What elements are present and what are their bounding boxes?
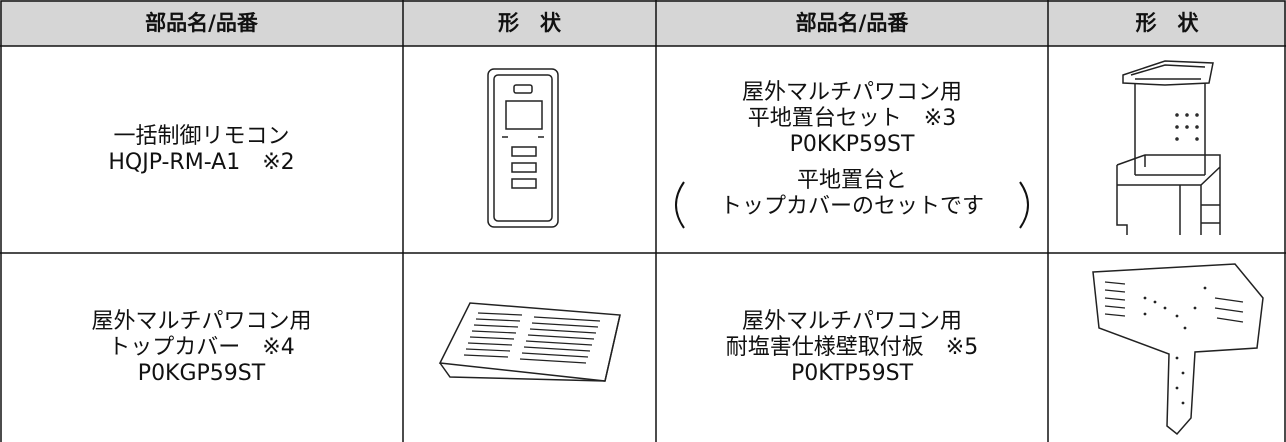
part-name: 耐塩害仕様壁取付板 ※5 xyxy=(725,334,979,360)
header-cell: 部品名/品番 xyxy=(656,0,1048,46)
part-number: P0KKP59ST xyxy=(789,131,915,157)
part-cell: 屋外マルチパワコン用 平地置台セット ※3 P0KKP59ST 平地置台と トッ… xyxy=(656,46,1048,253)
remote-drawing xyxy=(487,68,559,228)
header-text: 部品名/品番 xyxy=(145,11,258,35)
part-name: トップカバー ※4 xyxy=(108,334,295,360)
part-name: 一括制御リモコン xyxy=(113,123,290,149)
plate-drawing xyxy=(1092,263,1264,436)
part-number: P0KTP59ST xyxy=(790,360,914,386)
note: トップカバーのセットです xyxy=(719,193,984,219)
header-cell: 形 状 xyxy=(1048,0,1286,46)
part-number: P0KGP59ST xyxy=(137,360,266,386)
part-cell: 一括制御リモコン HQJP-RM-A1 ※2 xyxy=(0,46,403,253)
stand-drawing xyxy=(1116,60,1221,235)
part-name: 屋外マルチパワコン用 xyxy=(741,79,962,105)
part-cell: 屋外マルチパワコン用 耐塩害仕様壁取付板 ※5 P0KTP59ST xyxy=(656,253,1048,442)
header-cell: 形 状 xyxy=(403,0,656,46)
header-text: 形 状 xyxy=(1135,11,1199,35)
part-number: HQJP-RM-A1 ※2 xyxy=(108,149,295,175)
cover-drawing xyxy=(438,302,621,382)
part-name: 平地置台セット ※3 xyxy=(747,105,957,131)
header-text: 部品名/品番 xyxy=(795,11,909,35)
part-name: 屋外マルチパワコン用 xyxy=(741,308,962,334)
part-cell: 屋外マルチパワコン用 トップカバー ※4 P0KGP59ST xyxy=(0,253,403,442)
note: 平地置台と xyxy=(796,167,907,193)
header-text: 形 状 xyxy=(498,11,561,35)
part-name: 屋外マルチパワコン用 xyxy=(91,308,312,334)
header-cell: 部品名/品番 xyxy=(0,0,403,46)
